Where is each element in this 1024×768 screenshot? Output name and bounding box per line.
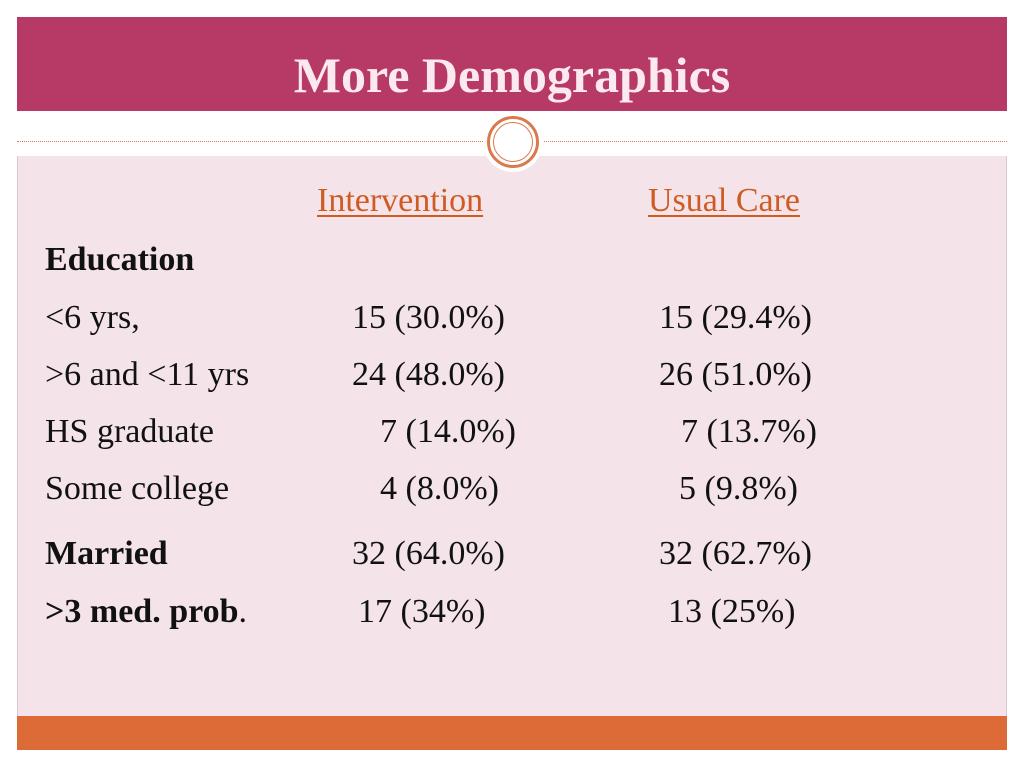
row-usual-care-value: 32 (62.7%) [659, 535, 812, 572]
bottom-accent-bar [17, 716, 1007, 750]
row-label-med-prob: >3 med. prob. [45, 592, 247, 632]
row-label-med-prob-text: >3 med. prob [45, 593, 239, 630]
column-header-intervention: Intervention [317, 182, 484, 219]
row-intervention-value: 17 (34%) [358, 593, 486, 630]
row-usual-care-value: 13 (25%) [668, 593, 796, 630]
row-usual-care-value: 7 (13.7%) [681, 413, 817, 450]
section-label-education: Education [45, 241, 195, 278]
row-intervention-value: 24 (48.0%) [352, 356, 505, 393]
row-usual-care-value: 5 (9.8%) [679, 470, 798, 507]
row-label-married: Married [45, 535, 168, 572]
row-label-med-prob-suffix: . [238, 593, 248, 630]
row-intervention-value: 4 (8.0%) [380, 470, 499, 507]
slide-title: More Demographics [293, 47, 731, 103]
row-usual-care-value: 26 (51.0%) [659, 356, 812, 393]
row-intervention-value: 15 (30.0%) [352, 299, 505, 336]
column-header-usual-care: Usual Care [648, 182, 801, 219]
row-usual-care-value: 15 (29.4%) [659, 299, 812, 336]
ornament-inner-ring [493, 122, 533, 162]
row-label: <6 yrs, [45, 299, 140, 336]
row-label: Some college [45, 470, 230, 507]
row-label: HS graduate [45, 413, 215, 450]
row-intervention-value: 7 (14.0%) [380, 413, 516, 450]
row-label: >6 and <11 yrs [45, 356, 250, 393]
title-bar [17, 17, 1007, 111]
row-intervention-value: 32 (64.0%) [352, 535, 505, 572]
